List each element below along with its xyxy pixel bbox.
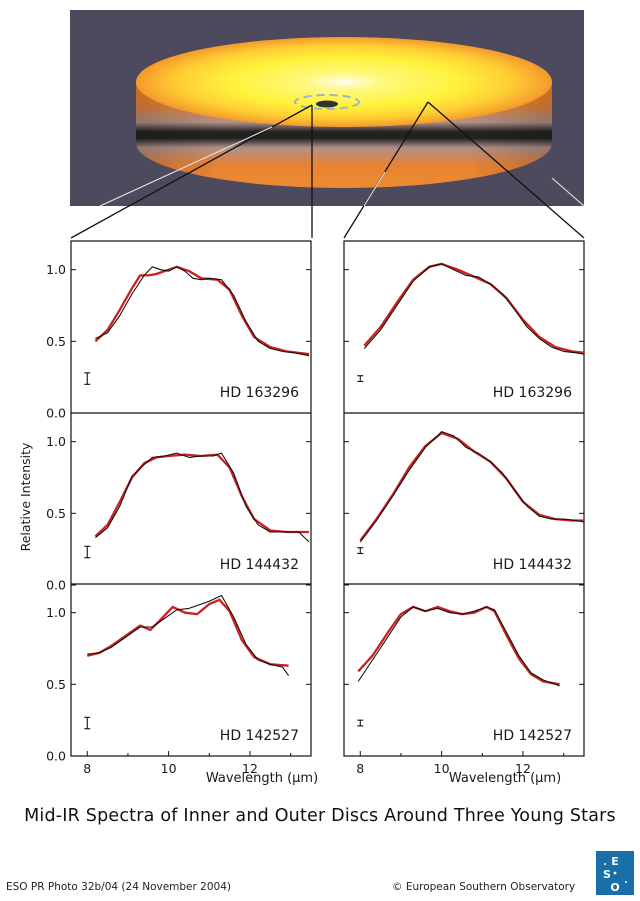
x-axis-label-inner: Wavelength (µm) <box>206 771 318 786</box>
y-tick-label-2-2: 1.0 <box>46 605 66 620</box>
figure: 8 10 12 8 10 12 0.0 0.5 1.0 HD 163296 0.0 0.5 1.0 HD … <box>18 10 585 786</box>
eso-logo-o: O <box>610 881 619 894</box>
star-label-outer-1: HD 144432 <box>493 557 572 573</box>
outer-pointer-left <box>343 101 429 239</box>
observed-curve-outer-0 <box>363 263 585 355</box>
observed-curve-outer-2 <box>357 606 560 687</box>
outer-pointer-right <box>427 101 585 239</box>
outer-pointer-left-light <box>363 171 386 207</box>
y-tick-label-1-1: 0.5 <box>46 506 66 521</box>
model-curve-inner-1 <box>94 453 309 538</box>
eso-logo-e: E <box>611 855 619 868</box>
observed-curve-outer-1 <box>359 431 585 543</box>
y-tick-label-1-2: 1.0 <box>46 434 66 449</box>
y-tick-label-2-0: 0.0 <box>46 749 66 764</box>
model-curve-outer-0 <box>363 262 585 354</box>
x-tick-label-inner-0: 8 <box>83 761 91 776</box>
x-tick-label-outer-0: 8 <box>356 761 364 776</box>
star-label-outer-0: HD 163296 <box>493 385 572 401</box>
central-star <box>316 100 338 108</box>
x-tick-label-outer-2: 12 <box>515 761 531 776</box>
observed-curve-inner-2 <box>87 594 290 677</box>
disc-surface <box>136 37 552 127</box>
y-tick-label-2-1: 0.5 <box>46 677 66 692</box>
star-label-inner-0: HD 163296 <box>220 385 299 401</box>
frame-inner <box>70 240 312 757</box>
copyright-notice: © European Southern Observatory <box>392 881 576 893</box>
x-axis-label-outer: Wavelength (µm) <box>449 771 561 786</box>
y-tick-label-0-0: 0.0 <box>46 406 66 421</box>
eso-logo: E S O <box>596 851 634 895</box>
frame-outer <box>343 240 585 757</box>
y-tick-label-1-0: 0.0 <box>46 578 66 593</box>
x-tick-label-inner-2: 12 <box>242 761 258 776</box>
observed-curve-inner-0 <box>95 266 310 357</box>
y-tick-label-0-2: 1.0 <box>46 262 66 277</box>
eso-logo-s: S <box>603 868 611 881</box>
inner-disc-region <box>294 94 360 110</box>
model-curve-outer-2 <box>357 605 560 686</box>
model-curve-outer-1 <box>359 431 584 542</box>
star-label-inner-2: HD 142527 <box>220 728 299 744</box>
y-axis-label: Relative Intensity <box>18 442 33 551</box>
observed-curve-inner-1 <box>95 452 310 543</box>
star-label-outer-2: HD 142527 <box>493 728 572 744</box>
model-curve-inner-2 <box>87 598 289 667</box>
outer-pointer-right-light <box>551 177 585 207</box>
figure-caption: Mid-IR Spectra of Inner and Outer Discs … <box>24 806 616 826</box>
y-tick-label-0-1: 0.5 <box>46 334 66 349</box>
x-tick-label-outer-1: 10 <box>434 761 450 776</box>
spectra-panels: 8 10 12 8 10 12 0.0 0.5 1.0 HD 163296 0.0 0.5 1.0 HD … <box>46 240 585 776</box>
disc-illustration <box>70 10 585 239</box>
photo-credit: ESO PR Photo 32b/04 (24 November 2004) <box>6 881 231 893</box>
star-label-inner-1: HD 144432 <box>220 557 299 573</box>
x-tick-label-inner-1: 10 <box>161 761 177 776</box>
inner-pointer-left-light <box>99 126 273 207</box>
